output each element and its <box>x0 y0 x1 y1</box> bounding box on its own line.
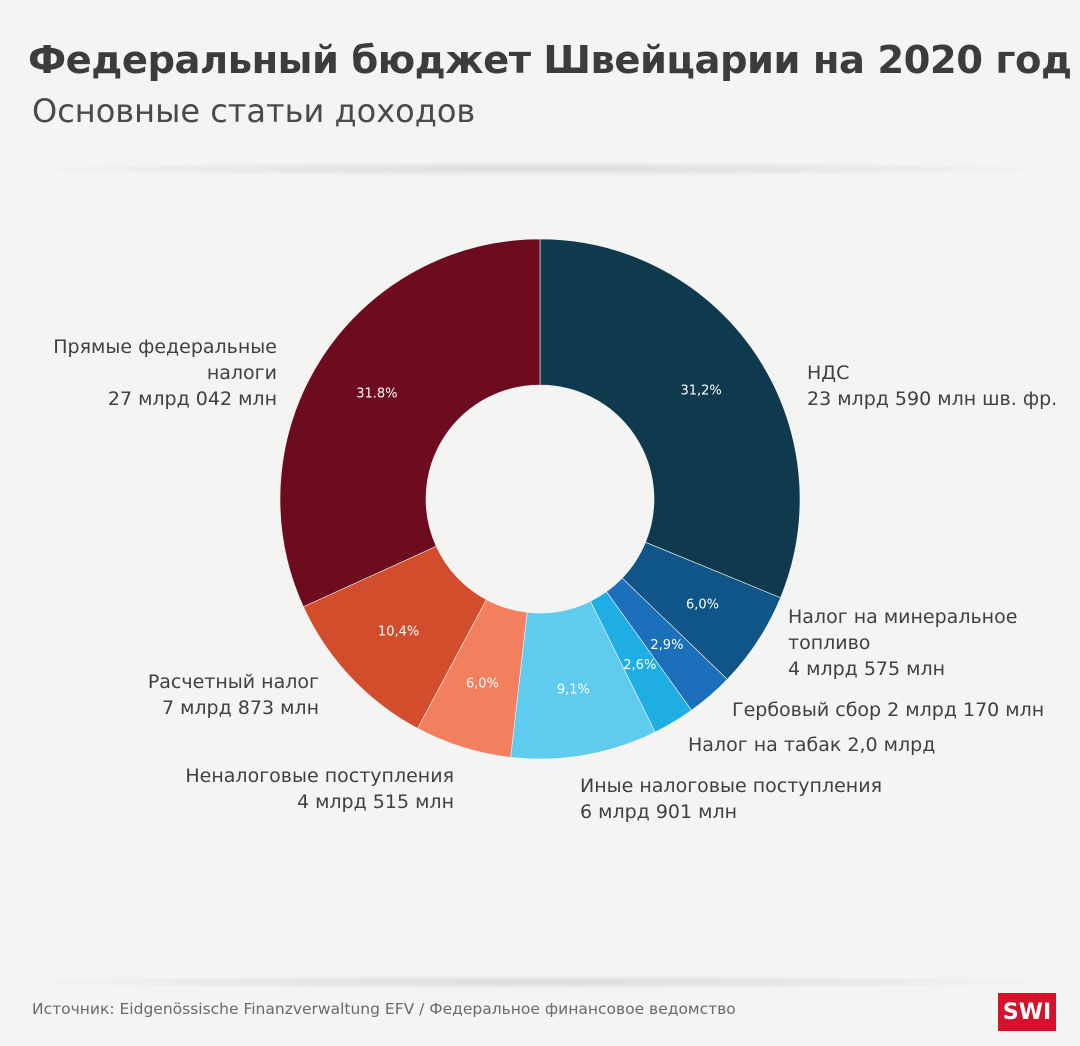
label-nds: НДС 23 млрд 590 млн шв. фр. <box>807 360 1057 412</box>
label-line: Налог на минеральное <box>788 606 1018 628</box>
label-withholding-tax: Расчетный налог 7 млрд 873 млн <box>148 669 319 721</box>
label-line: 23 млрд 590 млн шв. фр. <box>807 388 1058 410</box>
label-line: Прямые федеральные <box>53 336 277 358</box>
pct-label-nds: 31,2% <box>680 383 721 398</box>
label-line: Расчетный налог <box>147 671 319 693</box>
pct-label-non-tax-revenue: 6,0% <box>466 677 499 692</box>
label-non-tax-revenue: Неналоговые поступления 4 млрд 515 млн <box>185 763 454 815</box>
pct-label-tobacco-tax: 2,6% <box>623 658 656 673</box>
label-stamp-duty: Гербовый сбор 2 млрд 170 млн <box>732 697 1044 723</box>
pct-label-stamp-duty: 2,9% <box>650 638 683 653</box>
label-direct-federal-taxes: Прямые федеральные налоги 27 млрд 042 млн <box>53 334 277 412</box>
source-note: Источник: Eidgenössische Finanzverwaltun… <box>32 1000 736 1018</box>
label-line: топливо <box>788 632 871 654</box>
label-line: 27 млрд 042 млн <box>107 388 277 410</box>
slice-nds <box>539 238 801 599</box>
pct-label-direct-federal-taxes: 31.8% <box>356 387 397 402</box>
label-line: 4 млрд 575 млн <box>788 658 946 680</box>
label-line: Неналоговые поступления <box>185 765 454 787</box>
chart-title: Федеральный бюджет Швейцарии на 2020 год <box>28 38 1072 83</box>
label-line: Налог на табак 2,0 млрд <box>688 734 936 756</box>
slice-direct-federal-taxes <box>279 238 541 608</box>
label-other-tax-revenue: Иные налоговые поступления 6 млрд 901 млн <box>580 773 882 825</box>
label-line: НДС <box>807 362 850 384</box>
label-mineral-fuel-tax: Налог на минеральное топливо 4 млрд 575 мл… <box>788 604 1017 682</box>
swi-logo: SWI <box>998 993 1056 1031</box>
label-line: 6 млрд 901 млн <box>580 801 738 823</box>
pct-label-withholding-tax: 10,4% <box>378 624 419 639</box>
chart-subtitle: Основные статьи доходов <box>32 92 476 130</box>
label-line: налоги <box>206 362 277 384</box>
label-line: 4 млрд 515 млн <box>296 791 454 813</box>
bottom-divider <box>40 975 1040 989</box>
top-divider <box>40 162 1040 176</box>
label-line: Гербовый сбор 2 млрд 170 млн <box>732 699 1045 721</box>
label-line: Иные налоговые поступления <box>580 775 882 797</box>
pct-label-other-tax-revenue: 9,1% <box>557 683 590 698</box>
label-tobacco-tax: Налог на табак 2,0 млрд <box>688 732 935 758</box>
label-line: 7 млрд 873 млн <box>161 697 319 719</box>
pct-label-mineral-fuel-tax: 6,0% <box>686 598 719 613</box>
